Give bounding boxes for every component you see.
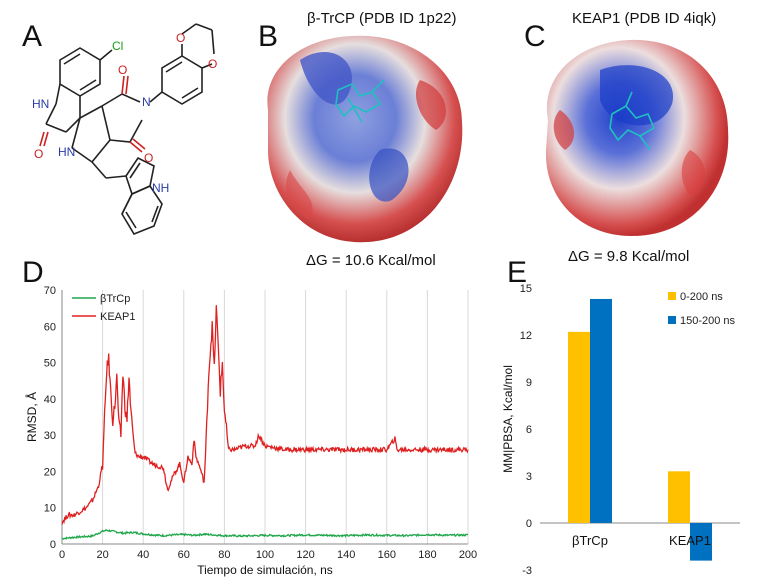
y-tick-label: 60 <box>44 321 56 333</box>
y-tick-label: 50 <box>44 358 56 370</box>
panel-letter-c: C <box>524 20 546 54</box>
x-tick-label: 120 <box>296 549 314 561</box>
legend-swatch <box>668 316 676 324</box>
x-category-label: βTrCp <box>572 533 608 548</box>
y-tick-label: 20 <box>44 466 56 478</box>
legend-label: 150-200 ns <box>680 315 736 327</box>
y-axis-label: MM|PBSA, Kcal/mol <box>501 365 515 473</box>
x-tick-label: 20 <box>96 549 108 561</box>
y-tick-label: 0 <box>50 539 56 551</box>
panel-c-title: KEAP1 (PDB ID 4iqk) <box>572 10 716 27</box>
panel-letter-d: D <box>22 256 44 290</box>
x-tick-label: 160 <box>378 549 396 561</box>
panel-letter-b: B <box>258 20 278 54</box>
panel-c-delta-g: ΔG = 9.8 Kcal/mol <box>568 248 689 265</box>
bar <box>590 299 612 523</box>
atom-hn-1: HN <box>32 97 49 111</box>
atom-o-5: O <box>208 57 217 71</box>
x-tick-label: 0 <box>59 549 65 561</box>
atom-o-3: O <box>144 151 153 165</box>
x-tick-label: 60 <box>178 549 190 561</box>
legend-swatch <box>668 292 676 300</box>
x-category-label: KEAP1 <box>669 533 711 548</box>
atom-hn-2: HN <box>58 145 75 159</box>
x-tick-label: 200 <box>459 549 477 561</box>
protein-surface-keap1 <box>546 40 728 236</box>
y-tick-label: 70 <box>44 285 56 297</box>
y-tick-label: 6 <box>526 424 532 436</box>
y-axis-label: RMSD, Å <box>24 392 39 442</box>
panel-letter-a: A <box>22 20 42 54</box>
legend-label: 0-200 ns <box>680 291 723 303</box>
y-tick-label: 3 <box>526 471 532 483</box>
series-line-btrcp <box>62 530 468 539</box>
atom-o-4: O <box>176 31 185 45</box>
y-tick-label: 10 <box>44 503 56 515</box>
panel-letter-e: E <box>507 256 527 290</box>
panel-b-title: β-TrCP (PDB ID 1p22) <box>307 10 457 27</box>
x-tick-label: 80 <box>218 549 230 561</box>
y-tick-label: 40 <box>44 394 56 406</box>
atom-n: N <box>142 95 151 109</box>
legend-label: KEAP1 <box>100 311 135 323</box>
y-tick-label: 30 <box>44 430 56 442</box>
x-axis-label: Tiempo de simulación, ns <box>197 563 333 577</box>
legend-label: βTrCp <box>100 293 130 305</box>
x-tick-label: 180 <box>418 549 436 561</box>
bar <box>668 471 690 523</box>
protein-surface-btrcp <box>267 36 462 243</box>
atom-o-1: O <box>34 147 43 161</box>
panel-b-delta-g: ΔG = 10.6 Kcal/mol <box>306 252 436 269</box>
atom-cl: Cl <box>112 39 123 53</box>
y-tick-label: -3 <box>522 565 532 577</box>
atom-o-2: O <box>118 63 127 77</box>
y-tick-label: 0 <box>526 518 532 530</box>
series-line-keap1 <box>62 305 468 524</box>
y-tick-label: 12 <box>520 330 532 342</box>
x-tick-label: 40 <box>137 549 149 561</box>
bar <box>690 523 712 561</box>
atom-nh: NH <box>152 181 169 195</box>
x-tick-label: 100 <box>256 549 274 561</box>
x-tick-label: 140 <box>337 549 355 561</box>
y-tick-label: 9 <box>526 377 532 389</box>
bar <box>568 332 590 523</box>
